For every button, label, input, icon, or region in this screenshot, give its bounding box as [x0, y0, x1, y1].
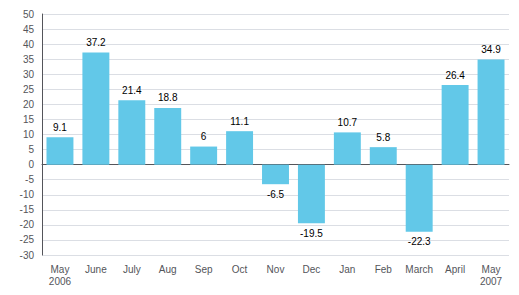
svg-text:21.4: 21.4	[122, 85, 142, 96]
svg-text:9.1: 9.1	[53, 122, 67, 133]
svg-text:March: March	[405, 264, 433, 275]
svg-text:30: 30	[23, 69, 35, 80]
svg-text:26.4: 26.4	[445, 70, 465, 81]
svg-text:2007: 2007	[480, 276, 503, 287]
svg-text:0: 0	[28, 159, 34, 170]
svg-text:Feb: Feb	[375, 264, 393, 275]
svg-text:-6.5: -6.5	[267, 189, 285, 200]
svg-text:45: 45	[23, 24, 35, 35]
svg-text:34.9: 34.9	[481, 44, 501, 55]
svg-text:50: 50	[23, 9, 35, 20]
svg-text:6: 6	[201, 131, 207, 142]
svg-text:18.8: 18.8	[158, 92, 178, 103]
svg-text:Aug: Aug	[159, 264, 177, 275]
svg-text:-5: -5	[25, 174, 34, 185]
svg-text:Oct: Oct	[232, 264, 248, 275]
svg-text:-19.5: -19.5	[300, 228, 323, 239]
svg-text:2006: 2006	[49, 276, 72, 287]
svg-text:-30: -30	[20, 250, 35, 261]
svg-text:Sep: Sep	[195, 264, 213, 275]
svg-text:-10: -10	[20, 189, 35, 200]
svg-text:-22.3: -22.3	[408, 236, 431, 247]
svg-text:10.7: 10.7	[338, 117, 358, 128]
svg-text:11.1: 11.1	[230, 116, 249, 127]
svg-text:25: 25	[23, 84, 35, 95]
svg-text:June: June	[85, 264, 107, 275]
svg-text:-15: -15	[20, 204, 35, 215]
svg-text:July: July	[123, 264, 141, 275]
svg-text:40: 40	[23, 39, 35, 50]
svg-text:Nov: Nov	[267, 264, 285, 275]
svg-text:-25: -25	[20, 234, 35, 245]
svg-text:5: 5	[28, 144, 34, 155]
svg-text:Jan: Jan	[339, 264, 355, 275]
svg-text:May: May	[51, 264, 70, 275]
svg-text:April: April	[445, 264, 465, 275]
svg-text:10: 10	[23, 129, 35, 140]
svg-text:15: 15	[23, 114, 35, 125]
svg-text:Dec: Dec	[303, 264, 321, 275]
svg-text:-20: -20	[20, 219, 35, 230]
svg-text:5.8: 5.8	[376, 132, 390, 143]
svg-text:37.2: 37.2	[86, 37, 106, 48]
svg-text:20: 20	[23, 99, 35, 110]
svg-text:35: 35	[23, 54, 35, 65]
svg-text:May: May	[482, 264, 501, 275]
